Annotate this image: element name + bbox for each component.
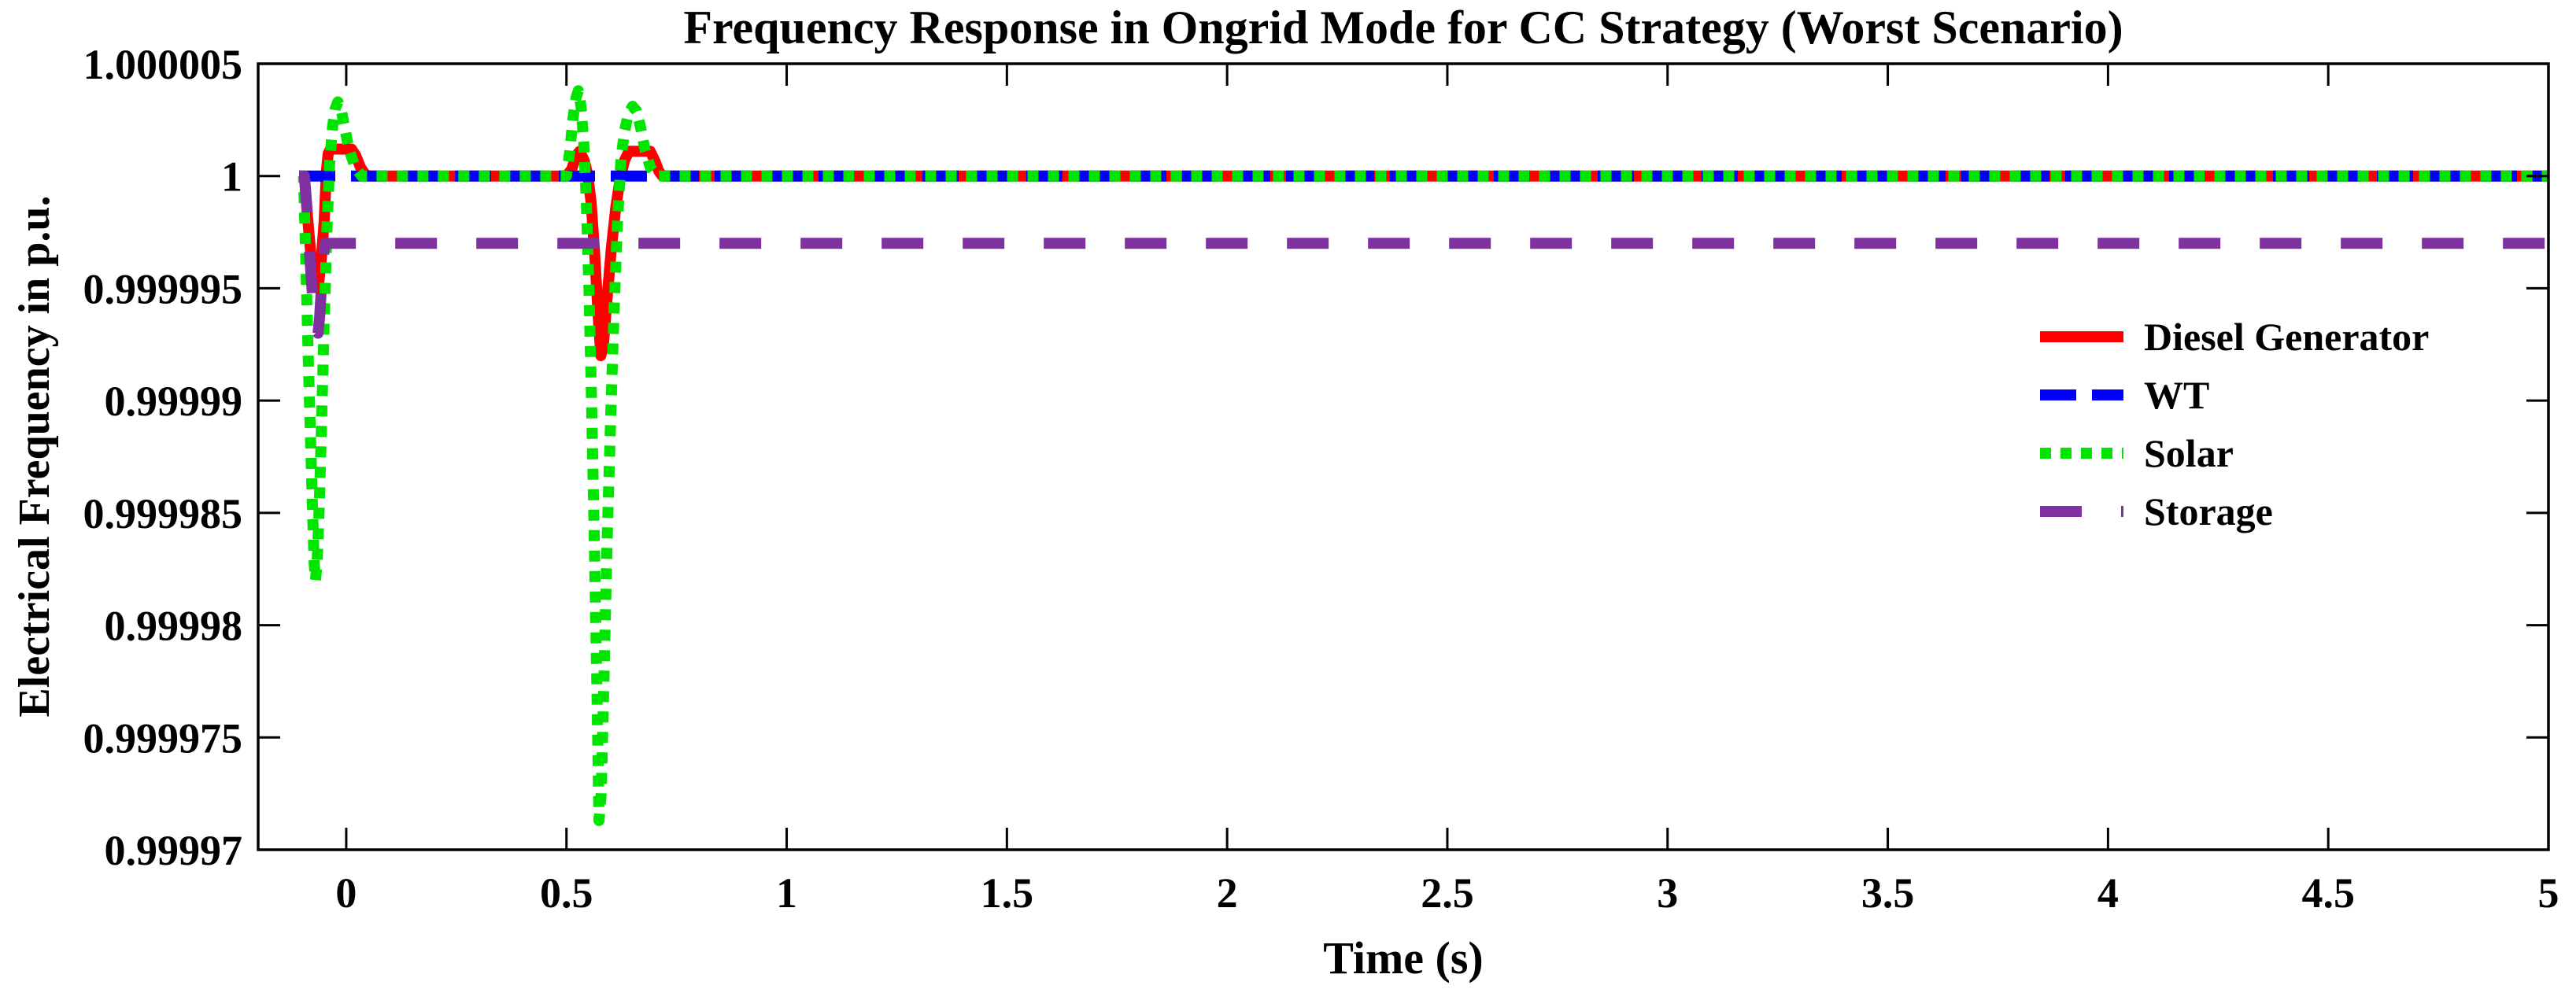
x-axis-label: Time (s) — [1323, 932, 1484, 983]
y-tick-labels: 1.000005 1 0.999995 0.99999 0.999985 0.99998 0… — [83, 41, 243, 874]
x-tick-label: 4.5 — [2301, 869, 2355, 917]
x-tick-label: 2 — [1217, 869, 1238, 917]
y-tick-label: 1 — [221, 153, 242, 201]
y-tick-label: 1.000005 — [83, 41, 243, 88]
x-tick-label: 2.5 — [1421, 869, 1474, 917]
legend-item-diesel-generator: Diesel Generator — [2040, 315, 2429, 359]
legend-label-diesel-generator: Diesel Generator — [2144, 315, 2429, 359]
plot-box — [257, 62, 2550, 851]
y-tick-label: 0.99999 — [105, 378, 243, 425]
x-tick-label: 5 — [2538, 869, 2559, 917]
legend-item-wt: WT — [2040, 373, 2209, 417]
chart-title: Frequency Response in Ongrid Mode for CC… — [683, 2, 2123, 54]
legend-label-solar: Solar — [2144, 431, 2234, 475]
y-tick-label: 0.99998 — [105, 603, 243, 650]
legend: Diesel Generator WT Solar Storage — [2040, 315, 2429, 533]
series-line-solar — [298, 85, 2548, 826]
legend-item-solar: Solar — [2040, 431, 2234, 475]
x-tick-label: 3.5 — [1861, 869, 1915, 917]
y-tick-label: 0.999995 — [83, 265, 243, 312]
x-tick-label: 3 — [1657, 869, 1678, 917]
legend-label-storage: Storage — [2144, 489, 2273, 533]
x-tick-label: 0 — [335, 869, 357, 917]
series-lines — [298, 85, 2548, 826]
x-tick-label: 1.5 — [981, 869, 1034, 917]
x-tick-label: 4 — [2097, 869, 2119, 917]
x-tick-label: 1 — [776, 869, 797, 917]
y-tick-label: 0.999985 — [83, 490, 243, 537]
series-line-storage — [298, 170, 2548, 339]
x-tick-labels: 0 0.5 1 1.5 2 2.5 3 3.5 4 4.5 5 — [335, 869, 2559, 917]
y-tick-label: 0.99997 — [105, 827, 243, 874]
axis-ticks — [258, 62, 2550, 851]
x-tick-label: 0.5 — [540, 869, 593, 917]
y-tick-label: 0.999975 — [83, 714, 243, 762]
legend-label-wt: WT — [2144, 373, 2209, 417]
legend-item-storage: Storage — [2040, 489, 2273, 533]
y-axis-label: Electrical Frequency in p.u. — [10, 195, 59, 717]
